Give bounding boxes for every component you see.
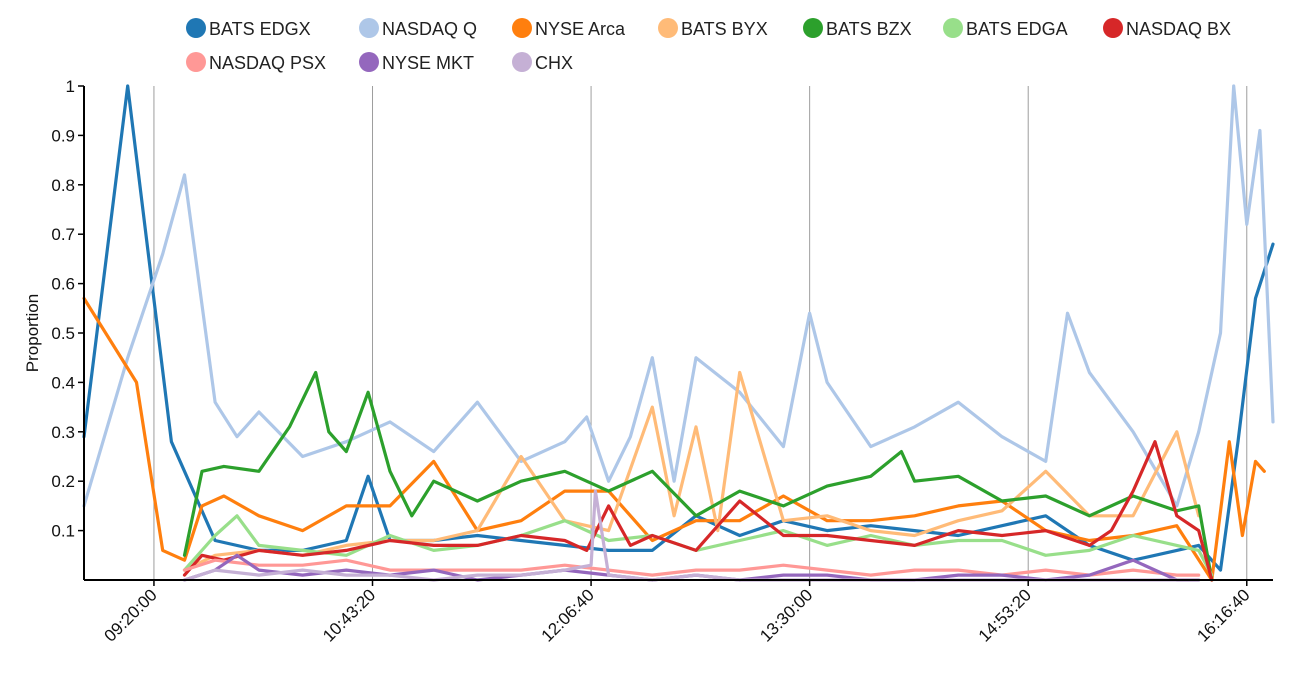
legend-item[interactable]: NASDAQ PSX [186, 52, 326, 73]
legend-swatch [943, 18, 963, 38]
legend-item[interactable]: BATS BZX [803, 18, 912, 39]
x-tick-label: 16:16:40 [1193, 585, 1253, 645]
series-line [84, 86, 1273, 506]
legend-item[interactable]: BATS BYX [658, 18, 768, 39]
legend-item[interactable]: CHX [512, 52, 573, 73]
legend-label: CHX [535, 53, 573, 73]
y-tick-label: 0.7 [51, 225, 75, 244]
legend-swatch [186, 18, 206, 38]
legend-label: BATS BZX [826, 19, 912, 39]
legend-item[interactable]: NYSE Arca [512, 18, 626, 39]
x-tick-label: 14:53:20 [975, 585, 1035, 645]
legend-swatch [359, 52, 379, 72]
legend-item[interactable]: BATS EDGX [186, 18, 311, 39]
legend-label: NYSE Arca [535, 19, 626, 39]
x-axis-ticks: 09:20:00 10:43:20 12:06:40 13:30:00 14:53:20… [101, 580, 1254, 646]
series-line [185, 373, 1199, 571]
legend-swatch [512, 52, 532, 72]
legend-item[interactable]: NASDAQ BX [1103, 18, 1231, 39]
y-axis-title: Proportion [23, 294, 42, 372]
y-axis-ticks: 0.1 0.2 0.3 0.4 0.5 0.6 0.7 0.8 0.9 1 [51, 77, 84, 541]
legend-item[interactable]: BATS EDGA [943, 18, 1068, 39]
series-line [185, 491, 1199, 580]
grid-lines [154, 86, 1247, 580]
y-tick-label: 0.1 [51, 522, 75, 541]
legend-label: NASDAQ PSX [209, 53, 326, 73]
legend-label: BATS EDGA [966, 19, 1068, 39]
legend-item[interactable]: NASDAQ Q [359, 18, 477, 39]
y-tick-label: 1 [66, 77, 75, 96]
y-tick-label: 0.2 [51, 472, 75, 491]
legend-swatch [512, 18, 532, 38]
legend-label: NASDAQ BX [1126, 19, 1231, 39]
legend-swatch [658, 18, 678, 38]
x-tick-label: 12:06:40 [538, 585, 598, 645]
series-line [84, 298, 1264, 580]
y-tick-label: 0.8 [51, 176, 75, 195]
legend-swatch [803, 18, 823, 38]
legend-swatch [359, 18, 379, 38]
legend-label: NASDAQ Q [382, 19, 477, 39]
legend-swatch [1103, 18, 1123, 38]
series-lines [84, 86, 1273, 580]
legend-label: BATS BYX [681, 19, 768, 39]
legend-label: NYSE MKT [382, 53, 474, 73]
legend: BATS EDGX NASDAQ Q NYSE Arca BATS BYX BATS B… [186, 18, 1231, 73]
x-tick-label: 10:43:20 [319, 585, 379, 645]
y-tick-label: 0.6 [51, 275, 75, 294]
legend-swatch [186, 52, 206, 72]
y-tick-label: 0.9 [51, 126, 75, 145]
x-tick-label: 13:30:00 [756, 585, 816, 645]
y-tick-label: 0.3 [51, 423, 75, 442]
x-tick-label: 09:20:00 [101, 585, 161, 645]
axes [84, 86, 1273, 580]
y-tick-label: 0.4 [51, 373, 75, 392]
y-tick-label: 0.5 [51, 324, 75, 343]
legend-item[interactable]: NYSE MKT [359, 52, 474, 73]
legend-label: BATS EDGX [209, 19, 311, 39]
